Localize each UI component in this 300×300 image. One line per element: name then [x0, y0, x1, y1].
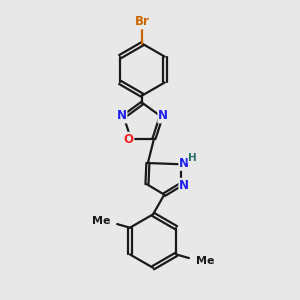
Text: O: O	[123, 133, 134, 146]
Text: N: N	[179, 179, 189, 192]
Text: Me: Me	[92, 216, 110, 226]
Text: N: N	[179, 157, 189, 170]
Text: N: N	[158, 110, 168, 122]
Text: Br: Br	[135, 15, 150, 28]
Text: N: N	[116, 110, 127, 122]
Text: H: H	[188, 153, 197, 163]
Text: Me: Me	[196, 256, 214, 266]
